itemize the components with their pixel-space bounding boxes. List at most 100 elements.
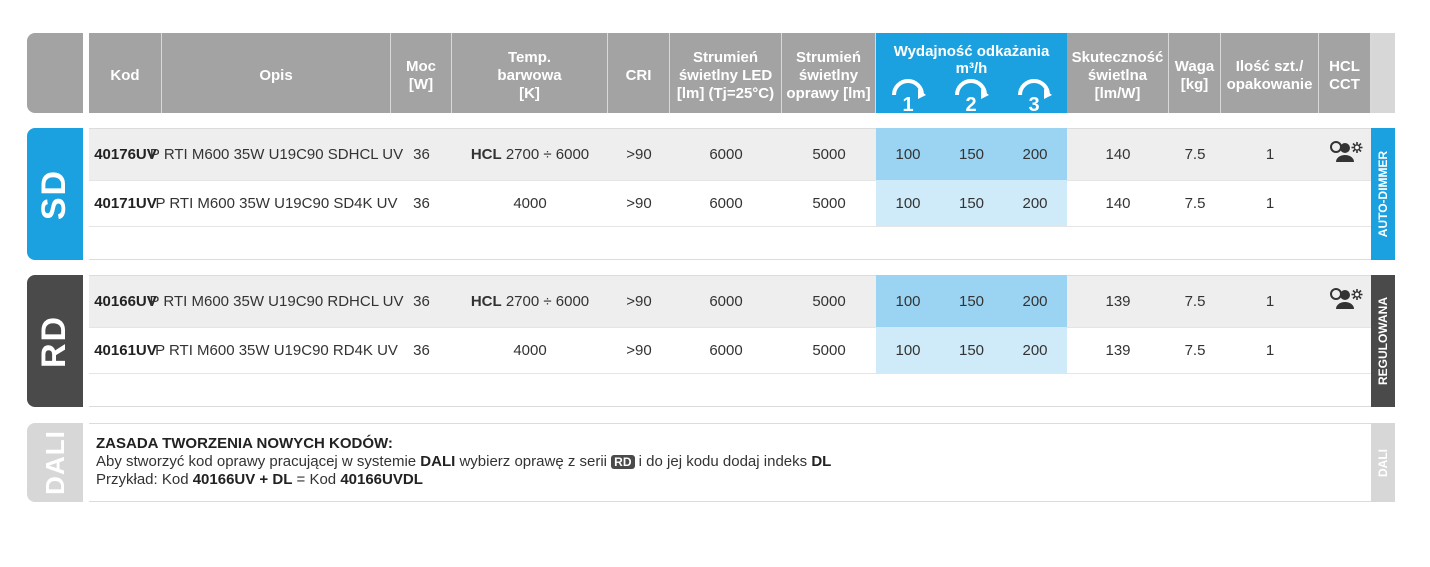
- cell-wydajnosc-2: 150: [940, 275, 1003, 327]
- cell-strumien-oprawy: 5000: [812, 292, 846, 310]
- col-header-hcl: HCL CCT: [1319, 33, 1371, 113]
- dali-line-2-text: Aby stworzyć kod oprawy pracującej w sys…: [96, 453, 421, 470]
- cell-temp: 4000: [513, 194, 547, 212]
- dali-logo: DALI: [39, 430, 70, 495]
- col-header-ilosc: Ilość szt./ opakowanie: [1221, 33, 1319, 113]
- sd-side-label-tab: AUTO-DIMMER: [1371, 128, 1395, 260]
- level-1-icon: 1: [892, 79, 926, 113]
- wydajnosc-title: Wydajność odkażania m³/h: [893, 43, 1050, 77]
- dali-line-2: Aby stworzyć kod oprawy pracującej w sys…: [96, 453, 831, 471]
- hcl-cct-icon: [1330, 288, 1363, 309]
- cell-cri: >90: [626, 145, 652, 163]
- table-row-bg: [89, 180, 1371, 226]
- table-row-spacer: [89, 373, 1371, 407]
- rd-side-label: REGULOWANA: [1376, 297, 1390, 385]
- cell-cri: >90: [626, 292, 652, 310]
- cell-wydajnosc-3: 200: [1003, 128, 1067, 180]
- cell-strumien-oprawy: 5000: [812, 145, 846, 163]
- cell-ilosc: 1: [1265, 194, 1275, 212]
- cell-temp-value: 2700 ÷ 6000: [505, 145, 590, 163]
- dali-side-label-tab: DALI: [1371, 423, 1395, 502]
- cell-hcl: [1319, 275, 1371, 327]
- cell-opis: P RTI M600 35W U19C90 RDHCL UV: [149, 292, 404, 310]
- sd-logo: SD: [35, 168, 74, 220]
- rd-logo-tab: RD: [27, 275, 83, 407]
- col-header-temp: Temp. barwowa [K]: [452, 33, 608, 113]
- cell-wydajnosc-2: 150: [940, 128, 1003, 180]
- level-2-label: 2: [965, 94, 976, 113]
- cell-strumien-oprawy: 5000: [812, 194, 846, 212]
- col-header-cri: CRI: [608, 33, 670, 113]
- dali-index: DL: [811, 453, 832, 470]
- cell-wydajnosc-3: 200: [1003, 275, 1067, 327]
- col-header-kod: Kod: [89, 33, 162, 113]
- dali-line-3: Przykład: Kod 40166UV + DL = Kod 40166UV…: [96, 471, 831, 489]
- cell-waga: 7.5: [1184, 292, 1206, 310]
- cell-wydajnosc-3: 200: [1003, 327, 1067, 373]
- cell-skutecznosc: 140: [1105, 145, 1131, 163]
- cell-temp-hcl: HCL: [470, 292, 502, 310]
- cell-kod: 40161UV: [94, 341, 157, 359]
- dali-title: ZASADA TWORZENIA NOWYCH KODÓW:: [96, 435, 393, 452]
- level-3-icon: 3: [1018, 79, 1052, 113]
- sd-logo-tab: SD: [27, 128, 83, 260]
- cell-wydajnosc-3: 200: [1003, 180, 1067, 226]
- cell-skutecznosc: 139: [1105, 292, 1131, 310]
- cell-waga: 7.5: [1184, 341, 1206, 359]
- cell-skutecznosc: 140: [1105, 194, 1131, 212]
- col-header-strumien-led: Strumień świetlny LED [lm] (Tj=25°C): [670, 33, 782, 113]
- cell-wydajnosc-2: 150: [940, 180, 1003, 226]
- table-row-spacer: [89, 226, 1371, 260]
- cell-ilosc: 1: [1265, 292, 1275, 310]
- col-header-strumien-oprawy: Strumień świetlny oprawy [lm]: [782, 33, 876, 113]
- cell-ilosc: 1: [1265, 145, 1275, 163]
- table-row-bg: [89, 275, 1371, 327]
- dali-logo-tab: DALI: [27, 423, 83, 502]
- dali-example-output: 40166UVDL: [340, 471, 423, 488]
- cell-strumien-led: 6000: [709, 145, 743, 163]
- table-row-bg: [89, 327, 1371, 373]
- cell-waga: 7.5: [1184, 194, 1206, 212]
- rd-logo: RD: [35, 314, 74, 368]
- rd-series-logo: RD: [611, 455, 635, 469]
- cell-temp: 4000: [513, 341, 547, 359]
- cell-wydajnosc-1: 100: [876, 180, 940, 226]
- dali-keyword: DALI: [420, 453, 456, 470]
- cell-strumien-led: 6000: [709, 292, 743, 310]
- cell-kod: 40176UV: [94, 145, 157, 163]
- level-2-icon: 2: [955, 79, 989, 113]
- cell-kod: 40171UV: [94, 194, 157, 212]
- dali-line-2-text: wybierz oprawę z serii: [455, 453, 612, 470]
- level-1-label: 1: [902, 94, 913, 113]
- col-header-opis: Opis: [162, 33, 391, 113]
- cell-moc: 36: [413, 194, 430, 212]
- header-corner: [27, 33, 83, 113]
- sd-side-label: AUTO-DIMMER: [1376, 150, 1390, 238]
- rd-side-label-tab: REGULOWANA: [1371, 275, 1395, 407]
- dali-side-label: DALI: [1376, 448, 1390, 477]
- col-header-waga: Waga [kg]: [1169, 33, 1221, 113]
- dali-line-3-text: = Kod: [292, 471, 341, 488]
- cell-cri: >90: [626, 341, 652, 359]
- cell-wydajnosc-2: 150: [940, 327, 1003, 373]
- cell-wydajnosc-1: 100: [876, 327, 940, 373]
- dali-example-input: 40166UV + DL: [192, 471, 293, 488]
- cell-moc: 36: [413, 341, 430, 359]
- cell-opis: P RTI M600 35W U19C90 SD4K UV: [155, 194, 398, 212]
- cell-strumien-oprawy: 5000: [812, 341, 846, 359]
- cell-temp-value: 2700 ÷ 6000: [505, 292, 590, 310]
- dali-line-3-text: Przykład: Kod: [96, 471, 193, 488]
- cell-hcl: [1319, 128, 1371, 180]
- header-right-cap: [1371, 33, 1395, 113]
- cell-temp-hcl: HCL: [470, 145, 502, 163]
- cell-ilosc: 1: [1265, 341, 1275, 359]
- cell-moc: 36: [413, 145, 430, 163]
- cell-waga: 7.5: [1184, 145, 1206, 163]
- cell-moc: 36: [413, 292, 430, 310]
- dali-info-box: ZASADA TWORZENIA NOWYCH KODÓW: Aby stwor…: [89, 423, 1371, 502]
- cell-opis: P RTI M600 35W U19C90 SDHCL UV: [149, 145, 404, 163]
- dali-line-2-text: i do jej kodu dodaj indeks: [634, 453, 812, 470]
- table-row-bg: [89, 128, 1371, 180]
- cell-opis: P RTI M600 35W U19C90 RD4K UV: [155, 341, 398, 359]
- cell-wydajnosc-1: 100: [876, 275, 940, 327]
